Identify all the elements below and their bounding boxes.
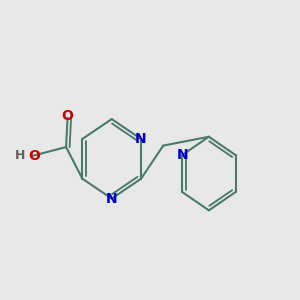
Text: N: N — [176, 148, 188, 162]
Text: H: H — [15, 149, 26, 162]
Text: N: N — [106, 192, 118, 206]
Text: O: O — [61, 109, 74, 123]
Text: O: O — [28, 149, 40, 163]
Text: N: N — [135, 132, 147, 146]
